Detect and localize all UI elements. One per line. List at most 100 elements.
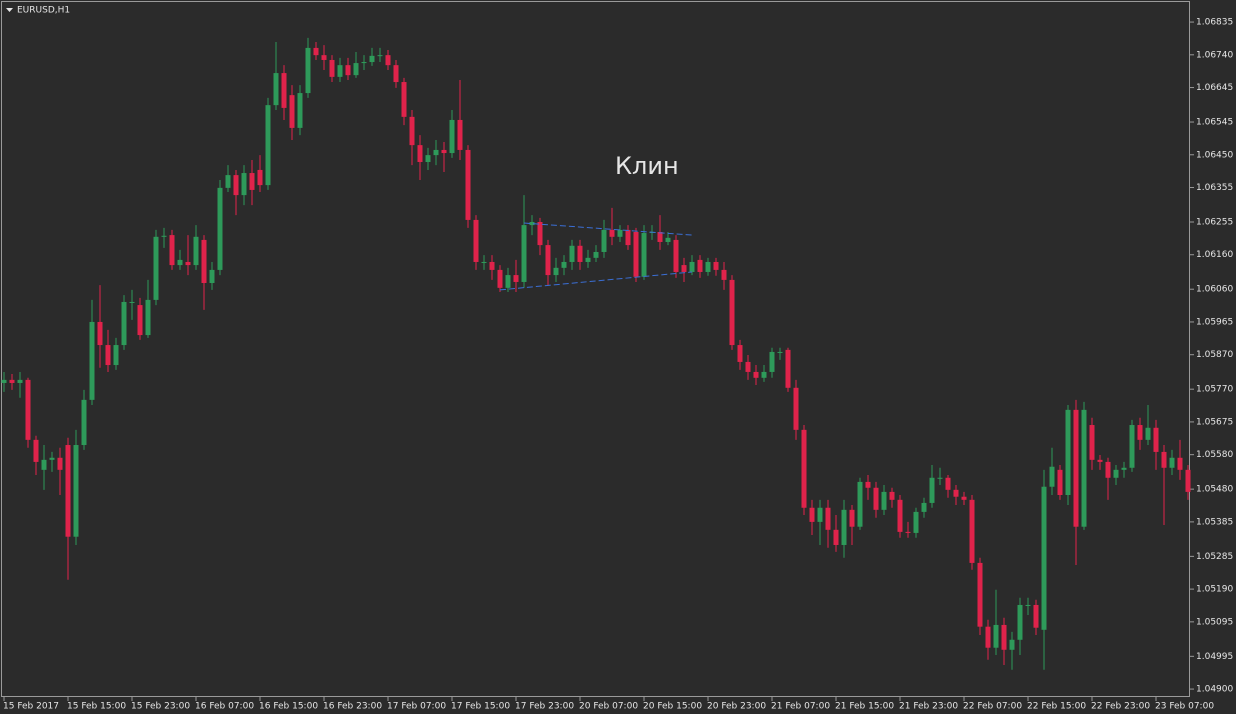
candle-body [505, 275, 511, 288]
y-tick-label: 1.06740 [1196, 50, 1233, 60]
candle-body [17, 379, 23, 383]
candle-body [113, 345, 119, 366]
candle-body [89, 321, 95, 400]
candle-body [1185, 469, 1191, 492]
candle-body [1097, 459, 1103, 462]
x-tick-label: 16 Feb 15:00 [259, 702, 318, 712]
x-tick-label: 22 Feb 15:00 [1027, 702, 1086, 712]
x-tick-label: 23 Feb 07:00 [1155, 702, 1214, 712]
candle-body [681, 265, 687, 272]
candle-body [201, 239, 207, 284]
candle-body [161, 235, 167, 237]
candle-body [65, 445, 71, 537]
candle-body [25, 379, 31, 440]
candle-body [937, 477, 943, 479]
candle-body [769, 351, 775, 372]
candle-body [337, 65, 343, 77]
candle-body [969, 499, 975, 563]
candle-body [905, 531, 911, 533]
candle-body [281, 73, 287, 108]
x-tick-label: 17 Feb 07:00 [387, 702, 446, 712]
candle-body [353, 63, 359, 76]
candle-body [1057, 469, 1063, 496]
candle-body [889, 491, 895, 500]
candle-body [617, 229, 623, 237]
candle-body [1113, 469, 1119, 478]
candle-body [561, 261, 567, 268]
candle-body [321, 55, 327, 60]
candle-body [913, 511, 919, 533]
x-tick-label: 21 Feb 07:00 [771, 702, 830, 712]
candle-body [753, 371, 759, 378]
candle-body [1001, 624, 1007, 650]
y-tick-label: 1.04900 [1196, 685, 1233, 695]
candle-body [761, 371, 767, 378]
x-tick-label: 21 Feb 15:00 [835, 702, 894, 712]
candle-body [585, 257, 591, 262]
candle-body [449, 119, 455, 154]
candle-body [377, 55, 383, 57]
candle-body [657, 231, 663, 242]
y-tick-label: 1.04995 [1196, 652, 1233, 662]
candle-body [553, 267, 559, 276]
candle-body [1129, 425, 1135, 468]
candle-body [177, 259, 183, 266]
candle-body [273, 73, 279, 106]
candle-body [537, 221, 543, 246]
candle-body [641, 233, 647, 277]
candle-body [745, 361, 751, 372]
candle-body [57, 457, 63, 470]
y-tick-label: 1.05965 [1196, 317, 1233, 327]
candle-body [1, 379, 7, 383]
candle-body [49, 457, 55, 460]
y-tick-label: 1.05190 [1196, 585, 1233, 595]
candle-body [1169, 457, 1175, 468]
candle-body [785, 349, 791, 388]
candle-body [849, 509, 855, 527]
candle-body [33, 439, 39, 462]
candle-body [921, 502, 927, 512]
candle-body [233, 175, 239, 196]
candle-body [521, 225, 527, 282]
candle-body [129, 301, 135, 303]
y-tick-label: 1.05385 [1196, 517, 1233, 527]
candle-body [9, 379, 15, 383]
wedge-line [523, 222, 693, 236]
candle-body [609, 229, 615, 237]
candle-body [73, 445, 79, 537]
candle-body [697, 259, 703, 272]
candle-body [497, 269, 503, 288]
candle-body [1145, 427, 1151, 440]
chart-title[interactable]: EURUSD,H1 [17, 6, 70, 16]
y-tick-label: 1.05095 [1196, 617, 1233, 627]
y-tick-label: 1.06160 [1196, 250, 1233, 260]
candle-body [809, 507, 815, 522]
candle-body [713, 261, 719, 270]
y-tick-label: 1.05580 [1196, 450, 1233, 460]
x-tick-label: 22 Feb 23:00 [1091, 702, 1150, 712]
candle-body [465, 149, 471, 220]
candle-body [729, 279, 735, 346]
candle-body [841, 509, 847, 545]
candle-body [529, 221, 535, 226]
y-tick-label: 1.06060 [1196, 285, 1233, 295]
menu-arrow[interactable] [6, 8, 13, 12]
candle-body [569, 245, 575, 262]
candle-body [1105, 461, 1111, 478]
candle-body [441, 149, 447, 154]
candle-body [1033, 604, 1039, 628]
candle-body [881, 491, 887, 510]
candle-body [401, 82, 407, 117]
candle-body [993, 624, 999, 648]
candle-body [41, 459, 47, 470]
candle-body [137, 305, 143, 336]
candle-body [329, 59, 335, 77]
x-tick-label: 17 Feb 15:00 [451, 702, 510, 712]
candle-body [1161, 451, 1167, 468]
x-tick-label: 22 Feb 07:00 [963, 702, 1022, 712]
candle-body [593, 251, 599, 258]
candle-body [689, 261, 695, 272]
candle-body [945, 477, 951, 490]
candle-body [1073, 409, 1079, 527]
